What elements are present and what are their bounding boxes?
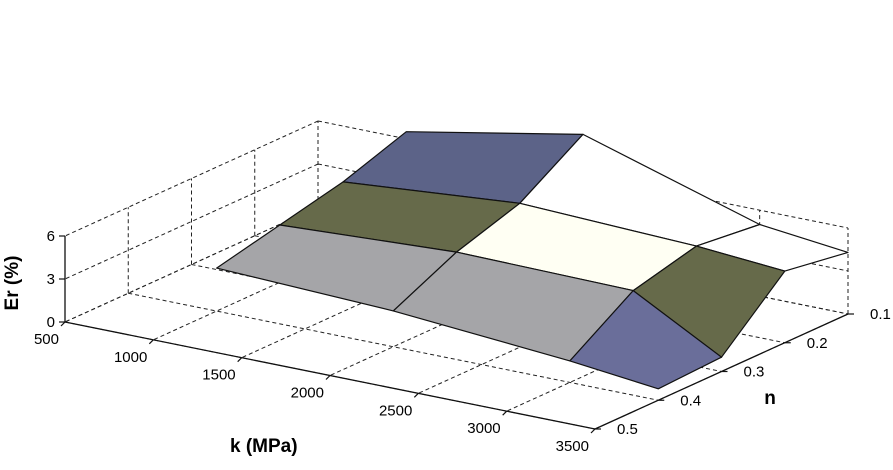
floor-gridline-k — [153, 224, 407, 341]
x-tick-label: 500 — [34, 331, 59, 348]
left-wall-gridline-z — [64, 206, 319, 323]
x-tick-label: 3000 — [467, 420, 500, 437]
z-axis-label: Er (%) — [2, 256, 23, 311]
x-tick-label: 1500 — [202, 367, 235, 384]
y-axis-label: n — [764, 388, 776, 409]
floor-gridline-k — [241, 242, 495, 359]
x-tick-label: 1000 — [114, 349, 147, 366]
z-tick-label: 6 — [47, 228, 55, 245]
x-tick-label: 2000 — [291, 385, 324, 402]
x-tick-label: 3500 — [556, 438, 589, 455]
x-tick-mark — [148, 339, 154, 345]
left-wall-gridline-z — [64, 120, 319, 237]
back-wall-gridline-z — [317, 120, 849, 229]
surface-facet — [569, 290, 723, 390]
z-tick-label: 0 — [47, 314, 55, 331]
x-tick-mark — [502, 410, 508, 416]
axis-labels: k (MPa) n Er (%) — [2, 256, 776, 457]
y-tick-label: 0.3 — [744, 364, 765, 381]
x-tick-mark — [237, 357, 243, 363]
y-tick-label: 0.4 — [680, 392, 701, 409]
y-tick-label: 0.5 — [617, 421, 638, 438]
floor-gridline-k — [329, 260, 584, 376]
x-tick-mark — [590, 428, 596, 434]
z-tick-label: 3 — [47, 271, 55, 288]
x-tick-mark — [325, 375, 331, 380]
x-tick-mark — [60, 321, 66, 327]
x-tick-label: 2500 — [379, 402, 412, 419]
left-wall-gridline-z — [64, 163, 319, 280]
tick-labels: 500 1000 1500 2000 2500 3000 3500 0.1 0.2 0.3 0.4 0… — [34, 228, 891, 455]
floor-gridline-k — [418, 277, 672, 394]
x-axis-label: k (MPa) — [230, 436, 298, 457]
floor-gridline-n — [128, 292, 659, 401]
axes-layer — [59, 235, 854, 434]
floor-gridline-k — [506, 295, 760, 412]
y-tick-label: 0.1 — [870, 306, 891, 323]
surface-layer — [216, 131, 849, 390]
x-tick-mark — [413, 392, 419, 398]
y-tick-label: 0.2 — [807, 335, 828, 352]
